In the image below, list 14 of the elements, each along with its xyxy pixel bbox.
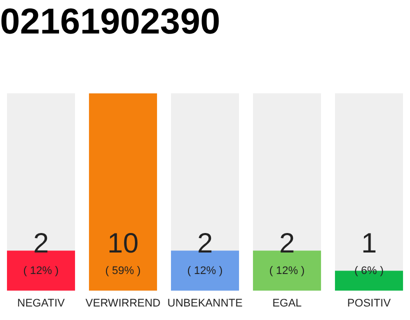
x-tick-label: POSITIV [347, 297, 392, 310]
x-tick-label: UNBEKANNTE [167, 297, 243, 310]
annotation: 2 [197, 228, 213, 259]
annotation: 2 [279, 228, 295, 259]
x-tick-label: NEGATIV [17, 297, 66, 310]
x-tick-label: EGAL [272, 297, 302, 310]
x-tick-label: VERWIRREND [86, 297, 161, 310]
annotation: 10 [107, 228, 139, 259]
data-label: ( 59% ) [105, 264, 141, 277]
data-label: ( 12% ) [187, 264, 223, 277]
data-label: ( 12% ) [23, 264, 59, 277]
annotation: 1 [361, 228, 377, 259]
data-label: ( 12% ) [269, 264, 305, 277]
chart-title: 02161902390 [0, 0, 220, 42]
